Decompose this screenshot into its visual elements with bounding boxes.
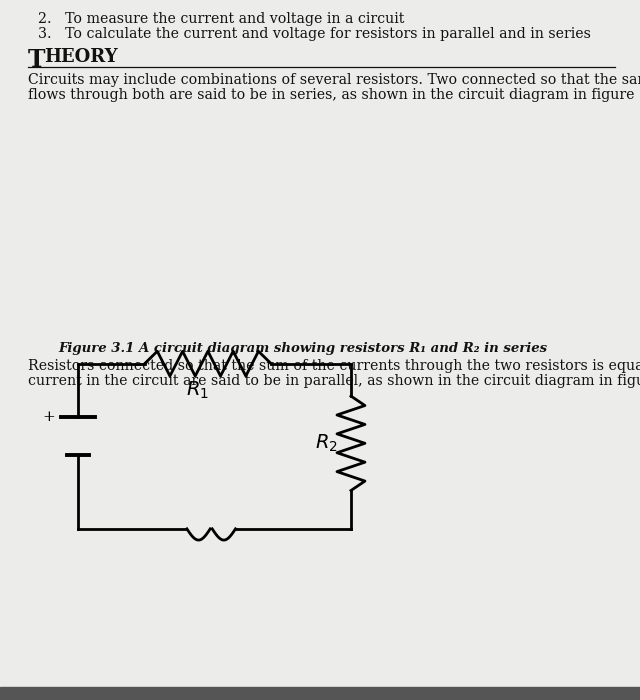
Text: $R_2$: $R_2$ [315, 433, 337, 454]
Bar [0, 687, 640, 700]
Text: 3.   To calculate the current and voltage for resistors in parallel and in serie: 3. To calculate the current and voltage … [38, 27, 591, 41]
Text: $R_1$: $R_1$ [186, 380, 209, 401]
Text: HEORY: HEORY [44, 48, 118, 66]
Text: flows through both are said to be in series, as shown in the circuit diagram in : flows through both are said to be in ser… [28, 88, 640, 102]
Text: Resistors connected so that the sum of the currents through the two resistors is: Resistors connected so that the sum of t… [28, 359, 640, 373]
Text: Circuits may include combinations of several resistors. Two connected so that th: Circuits may include combinations of sev… [28, 73, 640, 87]
Text: 2.   To measure the current and voltage in a circuit: 2. To measure the current and voltage in… [38, 12, 404, 26]
Text: Figure 3.1 A circuit diagram showing resistors R₁ and R₂ in series: Figure 3.1 A circuit diagram showing res… [58, 342, 547, 355]
Text: T: T [28, 48, 45, 72]
Text: +: + [42, 410, 55, 424]
Text: current in the circuit are said to be in parallel, as shown in the circuit diagr: current in the circuit are said to be in… [28, 374, 640, 388]
